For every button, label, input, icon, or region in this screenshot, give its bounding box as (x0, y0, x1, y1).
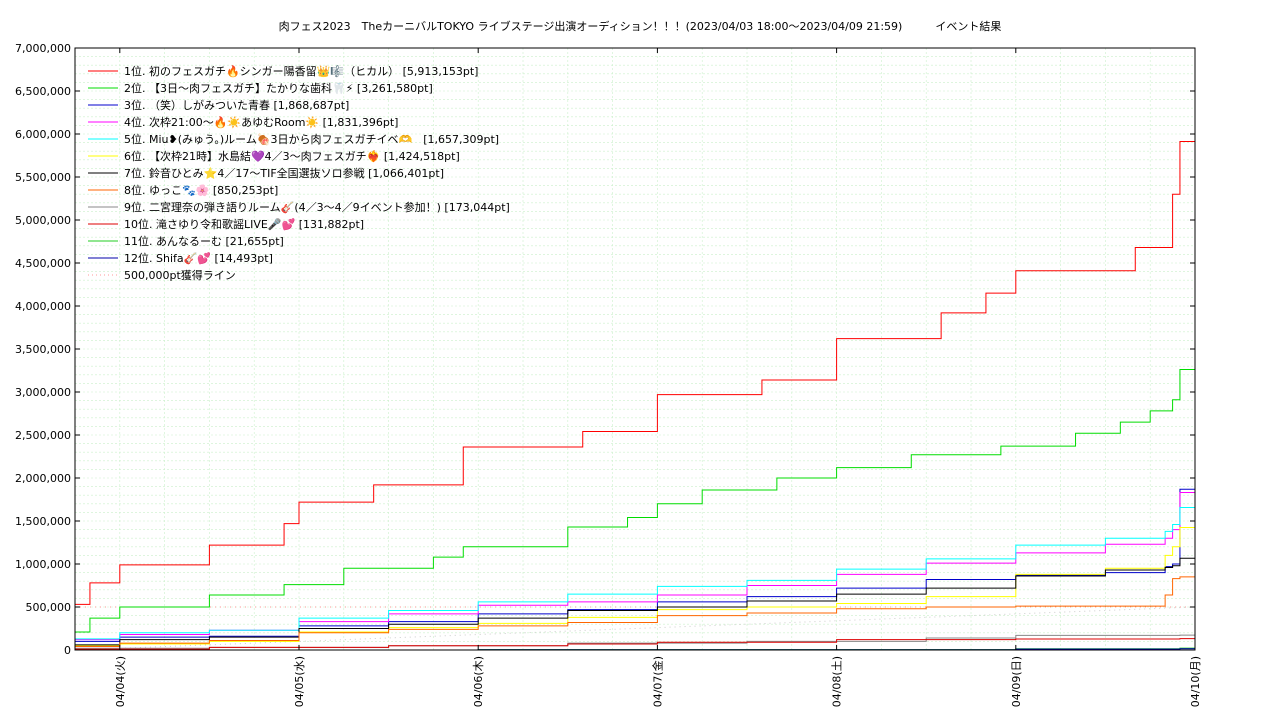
legend-label: 8位. ゆっこ🐾🌸 [850,253pt] (124, 183, 278, 197)
series-line (75, 506, 1195, 640)
series-line (75, 369, 1195, 633)
y-tick-label: 4,000,000 (15, 300, 71, 313)
y-tick-label: 7,000,000 (15, 42, 71, 55)
x-tick-label: 04/09(日) (1010, 656, 1023, 707)
x-tick-label: 04/04(火) (114, 656, 127, 707)
y-tick-label: 1,000,000 (15, 558, 71, 571)
y-tick-label: 5,500,000 (15, 171, 71, 184)
legend-label: 4位. 次枠21:00〜🔥☀️あゆむRoom☀️ [1,831,396pt] (124, 115, 398, 129)
legend-label: 5位. Miu❥(みゅう。)ルーム🍖3日から肉フェスガチイベ🫶 [1,657,3… (124, 132, 499, 147)
x-tick-label: 04/05(水) (293, 656, 306, 707)
x-tick-label: 04/07(金) (650, 656, 664, 707)
legend-label: 7位. 鈴音ひとみ⭐4／17〜TIF全国選抜ソロ参戦 [1,066,401pt] (124, 166, 444, 180)
x-tick-label: 04/08(土) (831, 656, 844, 707)
y-tick-label: 500,000 (26, 601, 72, 614)
legend-label: 3位. （笑）しがみついた青春 [1,868,687pt] (124, 98, 349, 112)
y-tick-label: 4,500,000 (15, 257, 71, 270)
y-tick-label: 5,000,000 (15, 214, 71, 227)
y-tick-label: 6,500,000 (15, 85, 71, 98)
reference-line-diagonal (74, 606, 1196, 651)
chart-title: 肉フェス2023 TheカーニバルTOKYO ライブステージ出演オーディション！… (278, 20, 1002, 33)
x-tick-label: 04/10(月) (1189, 656, 1202, 707)
y-tick-label: 6,000,000 (15, 128, 71, 141)
legend-label: 1位. 初のフェスガチ🔥シンガー陽香留👑🎼（ヒカル） [5,913,153pt] (124, 64, 478, 78)
y-tick-label: 1,500,000 (15, 515, 71, 528)
legend-label: 11位. あんなるーむ [21,655pt] (124, 234, 284, 248)
series-line (75, 140, 1195, 605)
legend: 1位. 初のフェスガチ🔥シンガー陽香留👑🎼（ヒカル） [5,913,153pt]… (88, 64, 510, 282)
legend-label: 12位. Shifa🎸💕 [14,493pt] (124, 251, 273, 265)
y-tick-label: 3,000,000 (15, 386, 71, 399)
reference-lines (74, 606, 1196, 651)
legend-label: 2位. 【3日〜肉フェスガチ】たかりな歯科🦷⚡ [3,261,580pt] (124, 81, 433, 95)
axis-ticks: 0 500,000 1,000,000 1,500,000 2,000,000 2,500… (15, 42, 1202, 707)
legend-label: 6位. 【次枠21時】水島結💜4／3〜肉フェスガチ❤️‍🔥 [1,424,518… (124, 149, 460, 163)
x-tick-label: 04/06(木) (472, 656, 485, 707)
legend-label: 10位. 滝さゆり令和歌謡LIVE🎤💕 [131,882pt] (124, 217, 364, 231)
y-tick-label: 3,500,000 (15, 343, 71, 356)
y-tick-label: 2,500,000 (15, 429, 71, 442)
legend-label: 500,000pt獲得ライン (124, 269, 236, 282)
y-tick-label: 2,000,000 (15, 472, 71, 485)
series-line (75, 576, 1195, 648)
y-tick-label: 0 (64, 644, 71, 657)
legend-label: 9位. 二宮理奈の弾き語りルーム🎸(4／3〜4／9イベント参加！) [173,0… (124, 200, 510, 214)
grid-lines (74, 47, 1196, 651)
